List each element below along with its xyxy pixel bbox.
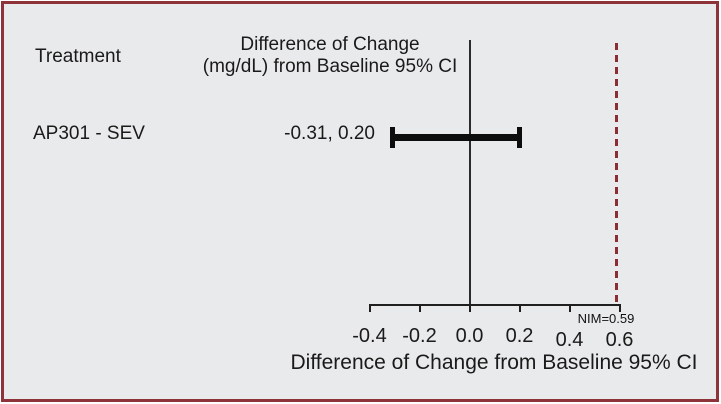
ci-error-bar xyxy=(392,134,520,141)
treatment-row-label: AP301 - SEV xyxy=(33,123,145,144)
treatment-column-header: Treatment xyxy=(35,46,121,67)
x-axis-line xyxy=(368,304,621,306)
ci-column-header-line1: Difference of Change xyxy=(240,34,420,55)
x-axis-tick-label: -0.4 xyxy=(352,325,387,347)
x-axis-tick xyxy=(368,304,371,312)
x-axis-tick-label: 0.4 xyxy=(555,329,584,351)
x-axis-tick xyxy=(618,304,621,312)
x-axis-tick xyxy=(468,304,471,312)
x-axis-tick-label: 0.2 xyxy=(505,325,534,347)
x-axis-tick-label: 0.6 xyxy=(605,329,634,351)
nim-annotation: NIM=0.59 xyxy=(577,311,635,326)
ci-column-header-line2: (mg/dL) from Baseline 95% CI xyxy=(202,56,458,77)
zero-reference-line xyxy=(468,40,471,305)
ci-right-cap xyxy=(516,127,522,148)
x-axis-tick-label: 0.0 xyxy=(455,325,484,347)
ci-column-header: Difference of Change (mg/dL) from Baseli… xyxy=(160,34,500,78)
nim-dashed-line xyxy=(615,43,618,304)
ci-left-cap xyxy=(390,127,395,148)
x-axis-tick xyxy=(418,304,421,312)
ci-value-text: -0.31, 0.20 xyxy=(284,123,375,144)
x-axis-title: Difference of Change from Baseline 95% C… xyxy=(290,351,698,374)
x-axis-tick xyxy=(518,304,521,312)
x-axis-tick xyxy=(568,304,571,312)
x-axis-tick-label: -0.2 xyxy=(402,325,437,347)
